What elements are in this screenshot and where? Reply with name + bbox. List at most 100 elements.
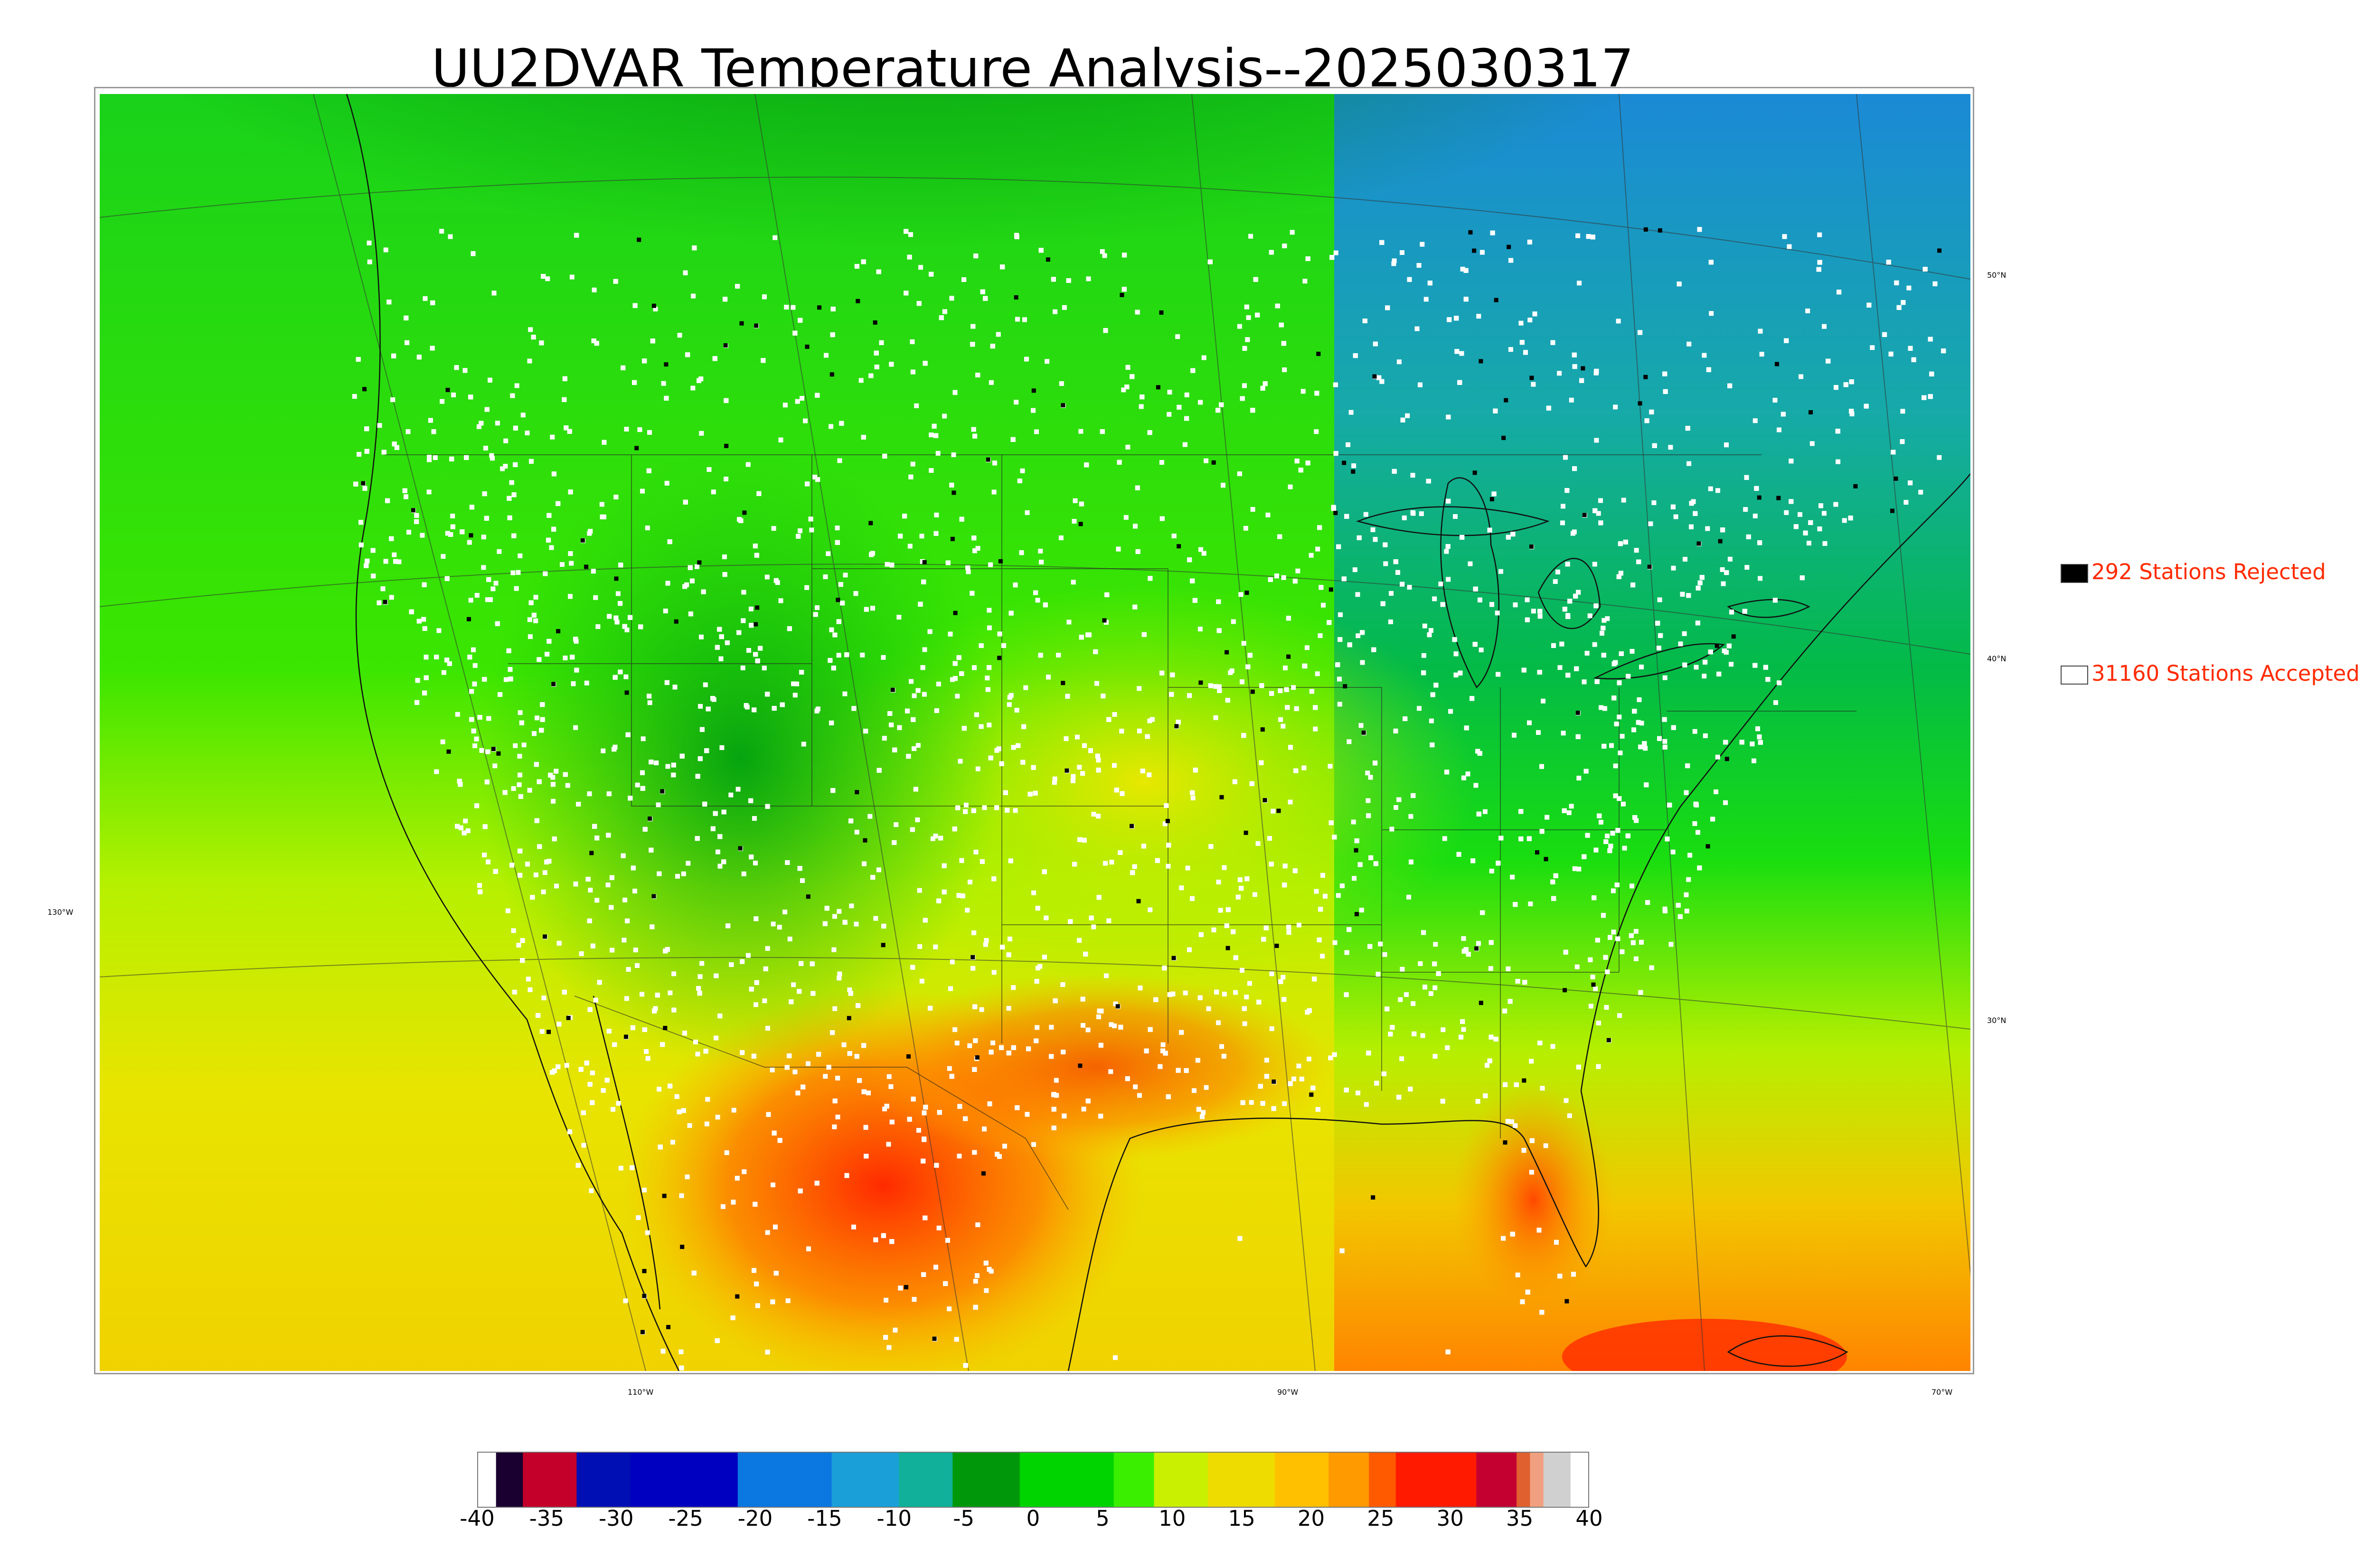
station-accepted-marker <box>472 681 477 686</box>
station-accepted-marker <box>791 681 796 686</box>
station-accepted-marker <box>1611 661 1617 667</box>
station-accepted-marker <box>1438 582 1443 587</box>
station-accepted-marker <box>477 883 482 888</box>
station-accepted-marker <box>861 259 866 264</box>
station-accepted-marker <box>614 620 620 625</box>
station-accepted-marker <box>1125 365 1130 370</box>
station-accepted-marker <box>982 1127 987 1132</box>
station-accepted-marker <box>364 449 369 454</box>
station-accepted-marker <box>1527 318 1533 323</box>
station-accepted-marker <box>1583 769 1589 774</box>
station-accepted-marker <box>1928 337 1933 342</box>
station-accepted-marker <box>1379 240 1385 245</box>
station-accepted-marker <box>1510 532 1516 537</box>
station-accepted-marker <box>864 607 869 612</box>
station-accepted-marker <box>1034 1038 1039 1043</box>
station-accepted-marker <box>1643 746 1648 751</box>
station-accepted-marker <box>565 783 570 788</box>
station-accepted-marker <box>1053 309 1058 314</box>
station-accepted-marker <box>545 652 550 657</box>
station-accepted-marker <box>650 924 655 930</box>
station-accepted-marker <box>1491 491 1497 497</box>
station-accepted-marker <box>1891 450 1896 455</box>
station-accepted-marker <box>1670 849 1676 854</box>
station-accepted-marker <box>462 368 468 373</box>
station-accepted-marker <box>422 690 427 695</box>
station-accepted-marker <box>942 413 947 419</box>
station-accepted-marker <box>952 1027 958 1032</box>
station-accepted-marker <box>697 756 703 761</box>
station-accepted-marker <box>1739 740 1744 745</box>
station-accepted-marker <box>693 1040 698 1044</box>
station-accepted-marker <box>546 513 552 518</box>
station-accepted-marker <box>1026 1046 1031 1052</box>
station-accepted-marker <box>1002 1144 1007 1149</box>
station-accepted-marker <box>1599 705 1604 710</box>
station-accepted-marker <box>1260 385 1265 391</box>
station-accepted-marker <box>1408 1087 1413 1092</box>
station-accepted-marker <box>546 537 551 543</box>
station-accepted-marker <box>514 586 519 591</box>
station-accepted-marker <box>1240 967 1244 973</box>
station-accepted-marker <box>1414 326 1420 331</box>
station-accepted-marker <box>703 682 708 687</box>
station-accepted-marker <box>973 1038 978 1043</box>
station-accepted-marker <box>1106 918 1112 923</box>
station-accepted-marker <box>967 1043 972 1048</box>
station-accepted-marker <box>1615 828 1620 833</box>
station-accepted-marker <box>1476 941 1481 946</box>
station-accepted-marker <box>527 617 532 622</box>
station-accepted-marker <box>518 553 523 558</box>
station-accepted-marker <box>458 825 463 830</box>
station-accepted-marker <box>468 394 473 400</box>
station-accepted-marker <box>806 1061 810 1066</box>
station-accepted-marker <box>1182 442 1187 447</box>
station-accepted-marker <box>593 595 598 600</box>
station-accepted-marker <box>1376 375 1382 380</box>
station-accepted-marker <box>983 296 988 301</box>
station-accepted-marker <box>1096 758 1101 763</box>
station-accepted-marker <box>1501 1236 1506 1241</box>
station-accepted-marker <box>1430 742 1435 748</box>
station-accepted-marker <box>1195 1058 1200 1063</box>
station-accepted-marker <box>1245 664 1251 669</box>
station-accepted-marker <box>714 1035 719 1041</box>
station-accepted-marker <box>1249 781 1254 786</box>
station-accepted-marker <box>782 403 788 408</box>
station-accepted-marker <box>755 658 760 664</box>
station-accepted-marker <box>735 1175 740 1181</box>
station-accepted-marker <box>1657 597 1662 602</box>
station-accepted-marker <box>835 526 840 531</box>
station-accepted-marker <box>626 967 631 972</box>
station-accepted-marker <box>749 854 754 860</box>
station-accepted-marker <box>1601 626 1606 630</box>
station-accepted-marker <box>672 685 678 690</box>
station-accepted-marker <box>735 284 740 289</box>
station-accepted-marker <box>837 976 842 981</box>
station-accepted-marker <box>1541 698 1545 704</box>
station-accepted-marker <box>1084 462 1089 468</box>
station-accepted-marker <box>1442 836 1447 841</box>
station-accepted-marker <box>1663 389 1668 394</box>
station-accepted-marker <box>609 905 614 910</box>
station-accepted-marker <box>1619 651 1624 656</box>
station-accepted-marker <box>832 1099 838 1104</box>
station-accepted-marker <box>1190 790 1195 795</box>
station-accepted-marker <box>975 373 980 377</box>
station-accepted-marker <box>424 675 429 680</box>
station-accepted-marker <box>660 1349 666 1354</box>
station-accepted-marker <box>1185 865 1190 871</box>
station-accepted-marker <box>1503 1082 1508 1087</box>
station-accepted-marker <box>753 1202 758 1207</box>
station-accepted-marker <box>1035 906 1040 911</box>
station-accepted-marker <box>1572 364 1577 369</box>
station-accepted-marker <box>1518 320 1524 326</box>
station-accepted-marker <box>495 421 500 426</box>
station-accepted-marker <box>765 1230 770 1235</box>
station-accepted-marker <box>1539 764 1544 769</box>
station-accepted-marker <box>1432 985 1438 990</box>
station-accepted-marker <box>777 1138 782 1143</box>
station-accepted-marker <box>591 569 596 574</box>
station-accepted-marker <box>612 1042 617 1047</box>
station-accepted-marker <box>1109 860 1114 865</box>
